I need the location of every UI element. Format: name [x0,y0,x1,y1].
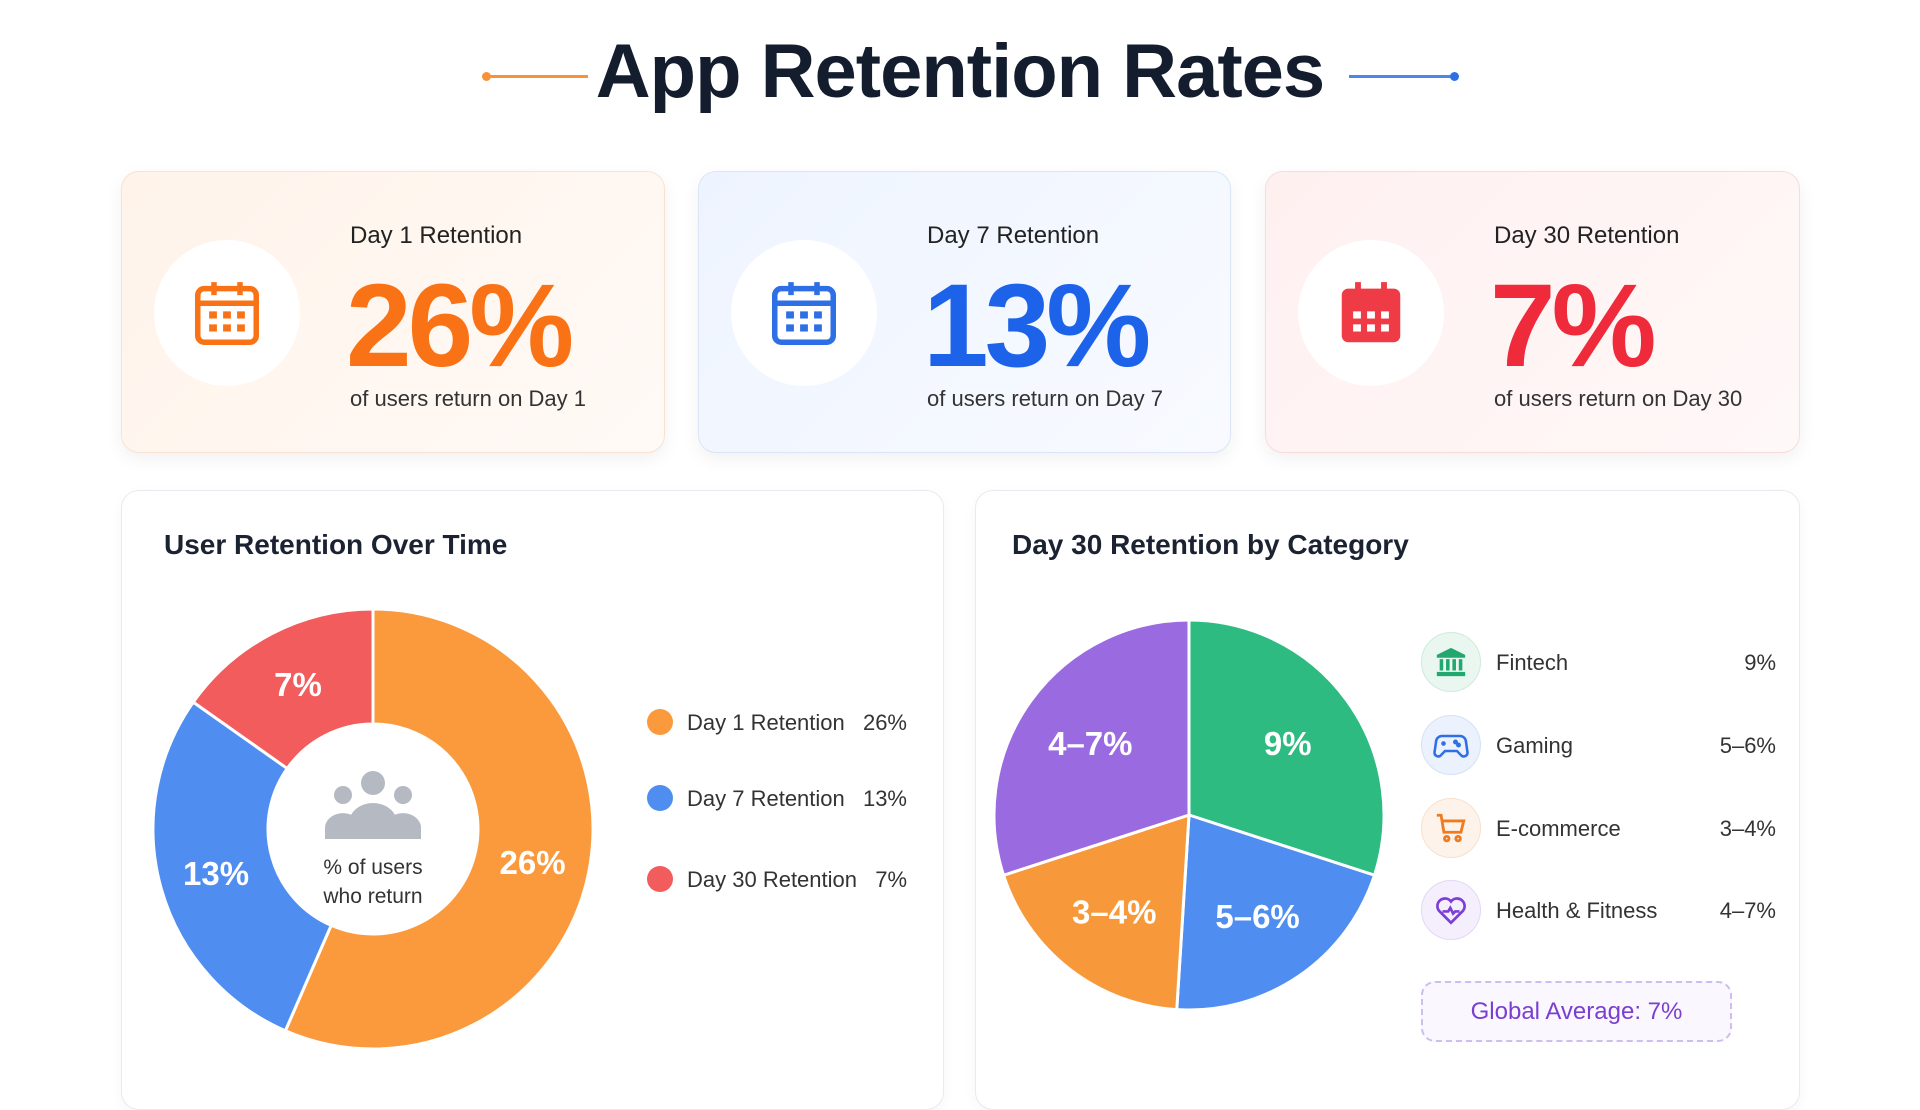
panel-title: User Retention Over Time [164,529,508,560]
card-value: 13% [923,260,1151,392]
global-average-badge: Global Average: 7% [1421,981,1732,1042]
legend-swatch [647,866,673,892]
legend-value: 7% [875,867,907,892]
category-value: 4–7% [1719,898,1776,923]
donut-slice-0 [283,607,595,1051]
card-subtext: of users return on Day 30 [1494,386,1743,411]
calendar-icon [1298,240,1444,386]
card-day30: Day 30 Retention 7% of users return on D… [1265,171,1800,453]
pie-data-label: 5–6% [1215,898,1299,935]
donut-chart: 26% 13% 7% [151,607,595,1051]
donut-center-text: who return [323,885,423,908]
donut-slice-1 [151,700,334,1033]
category-name: E-commerce [1496,816,1621,841]
legend-item: Day 1 Retention 26% [647,706,907,736]
legend-label: Day 30 Retention [687,867,857,892]
donut-data-label: 7% [274,666,322,703]
category-panel: Day 30 Retention by Category 9% 5–6% 3–4% 4… [975,490,1800,1110]
title-decoration-left [482,72,588,81]
card-label: Day 30 Retention [1494,222,1680,249]
donut-data-label: 13% [183,855,249,892]
category-value: 5–6% [1719,733,1776,758]
card-label: Day 7 Retention [927,222,1100,249]
panel-title: Day 30 Retention by Category [1012,529,1409,560]
gamepad-icon [1421,715,1481,775]
pie-data-label: 4–7% [1048,725,1132,762]
pie-slice-0 [1187,618,1386,878]
pie-slice-1 [1175,812,1377,1012]
card-day7: Day 7 Retention 13% of users return on D… [698,171,1231,453]
category-name: Fintech [1496,650,1569,675]
legend-swatch [647,709,673,735]
card-day1: Day 1 Retention 26% of users return on D… [121,171,665,453]
users-icon [321,769,425,844]
legend-value: 26% [862,710,907,735]
card-label: Day 1 Retention [350,222,523,249]
legend-item: Day 30 Retention 7% [647,863,907,893]
pie-chart: 9% 5–6% 3–4% 4–7% [992,618,1386,1012]
pie-slice-3 [992,618,1191,878]
calendar-icon [154,240,300,386]
heart-pulse-icon [1421,880,1481,940]
category-item-fintech: Fintech 9% [1421,632,1776,692]
donut-center-text: % of users [323,856,423,879]
card-value: 7% [1490,260,1657,392]
calendar-icon [731,240,877,386]
legend-label: Day 7 Retention [687,786,845,811]
donut-data-label: 26% [500,844,566,881]
category-name: Health & Fitness [1496,898,1658,923]
title-decoration-right [1349,72,1459,81]
card-subtext: of users return on Day 1 [350,386,587,411]
pie-data-label: 3–4% [1072,893,1156,930]
legend-swatch [647,785,673,811]
card-value: 26% [346,260,574,392]
legend-value: 13% [862,786,907,811]
legend-item: Day 7 Retention 13% [647,782,907,812]
retention-over-time-panel: User Retention Over Time 26% 13% 7% % of u… [121,490,944,1110]
cart-icon [1421,798,1481,858]
category-value: 9% [1744,650,1776,675]
category-item-health: Health & Fitness 4–7% [1421,880,1776,940]
donut-slice-2 [191,607,375,771]
page-title: App Retention Rates [595,29,1325,114]
bank-icon [1421,632,1481,692]
legend-label: Day 1 Retention [687,710,845,735]
category-item-ecommerce: E-commerce 3–4% [1421,798,1776,858]
pie-data-label: 9% [1264,725,1312,762]
category-value: 3–4% [1719,816,1776,841]
pie-slice-2 [1001,812,1191,1012]
category-item-gaming: Gaming 5–6% [1421,715,1776,775]
category-name: Gaming [1496,733,1574,758]
card-subtext: of users return on Day 7 [927,386,1164,411]
